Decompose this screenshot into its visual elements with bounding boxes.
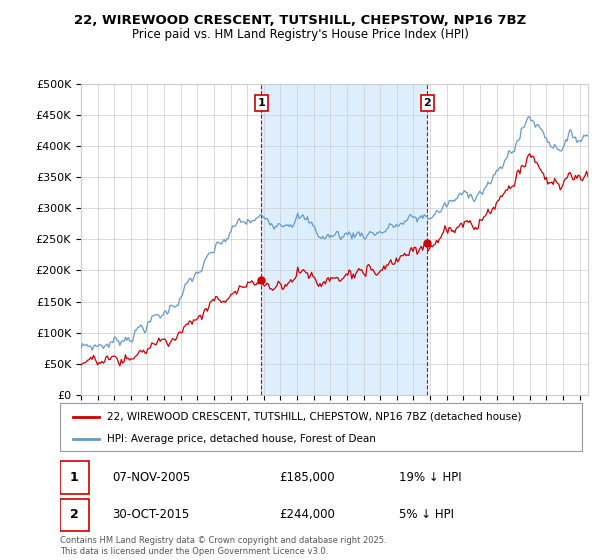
Text: 1: 1 <box>70 471 79 484</box>
Text: 19% ↓ HPI: 19% ↓ HPI <box>400 471 462 484</box>
Text: 30-OCT-2015: 30-OCT-2015 <box>112 508 190 521</box>
Text: 5% ↓ HPI: 5% ↓ HPI <box>400 508 454 521</box>
FancyBboxPatch shape <box>60 461 89 494</box>
Text: Price paid vs. HM Land Registry's House Price Index (HPI): Price paid vs. HM Land Registry's House … <box>131 28 469 41</box>
Text: 07-NOV-2005: 07-NOV-2005 <box>112 471 190 484</box>
Text: £244,000: £244,000 <box>279 508 335 521</box>
Text: 2: 2 <box>70 508 79 521</box>
Text: 22, WIREWOOD CRESCENT, TUTSHILL, CHEPSTOW, NP16 7BZ: 22, WIREWOOD CRESCENT, TUTSHILL, CHEPSTO… <box>74 14 526 27</box>
Bar <box>262 84 427 395</box>
Text: 1: 1 <box>257 98 265 108</box>
Text: 22, WIREWOOD CRESCENT, TUTSHILL, CHEPSTOW, NP16 7BZ (detached house): 22, WIREWOOD CRESCENT, TUTSHILL, CHEPSTO… <box>107 412 521 422</box>
FancyBboxPatch shape <box>60 498 89 531</box>
Text: HPI: Average price, detached house, Forest of Dean: HPI: Average price, detached house, Fore… <box>107 434 376 444</box>
Text: 2: 2 <box>424 98 431 108</box>
Text: £185,000: £185,000 <box>279 471 335 484</box>
FancyBboxPatch shape <box>60 403 582 451</box>
Text: Contains HM Land Registry data © Crown copyright and database right 2025.
This d: Contains HM Land Registry data © Crown c… <box>60 536 386 556</box>
